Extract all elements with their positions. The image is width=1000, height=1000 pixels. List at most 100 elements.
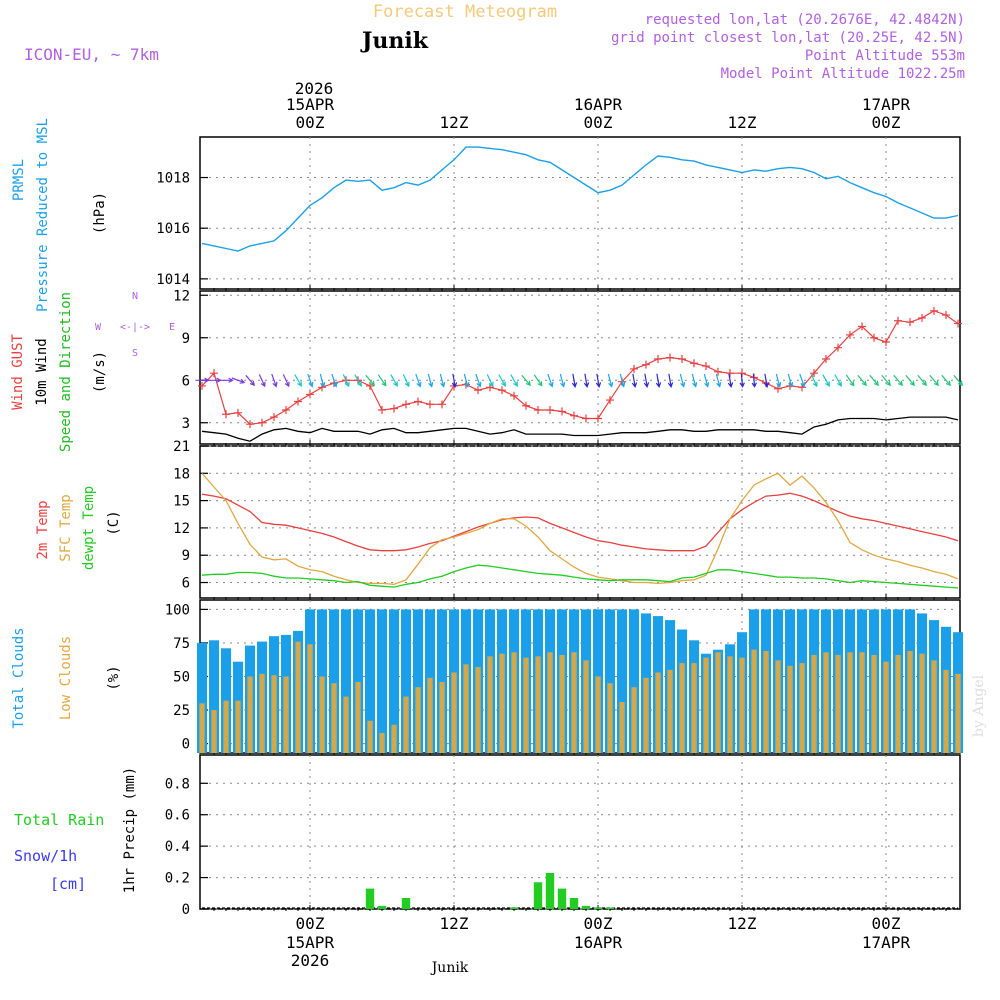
bar-total-clouds	[413, 609, 424, 753]
low-clouds-label: Low Clouds	[58, 636, 74, 720]
bar-low-clouds	[871, 655, 877, 753]
bar-total-clouds	[617, 609, 628, 753]
gust-point	[642, 360, 650, 369]
series-line-wind	[201, 416, 959, 442]
gust-point	[438, 400, 446, 409]
wind-direction-arrow	[869, 374, 880, 387]
bottom-year-label: 2026	[291, 951, 330, 970]
gust-point	[546, 406, 554, 414]
bar-low-clouds	[847, 652, 853, 753]
y-tick-label: 3	[182, 416, 190, 432]
bar-low-clouds	[367, 720, 373, 753]
top-time-label: 12Z	[440, 113, 469, 132]
wind-direction-arrow	[533, 374, 543, 387]
precip-grid	[202, 755, 958, 911]
panel-wind: 3 6 9 12 Wind GUST 10m Wind Speed and Direc…	[10, 288, 964, 452]
panel-wind-frame	[199, 290, 961, 445]
wind-direction-arrow	[365, 374, 376, 387]
wind-direction-arrow	[331, 373, 338, 388]
precip-series	[202, 872, 958, 909]
gust-point	[402, 400, 410, 409]
bar-low-clouds	[199, 703, 205, 753]
wind-direction-arrow	[402, 374, 410, 388]
wind-direction-arrow	[953, 374, 964, 387]
gust-point	[690, 359, 698, 368]
series-line-2m-temp	[201, 492, 959, 552]
bar-total-clouds	[341, 609, 352, 753]
gust-point	[570, 411, 578, 420]
bar-low-clouds	[907, 651, 913, 753]
panel-temp-frame	[199, 445, 961, 599]
bar-rain	[593, 907, 603, 909]
bar-low-clouds	[655, 672, 661, 753]
bar-low-clouds	[631, 687, 637, 753]
chart-title: Forecast Meteogram	[373, 2, 557, 22]
wind-direction-arrow	[231, 377, 246, 384]
bar-low-clouds	[487, 656, 493, 753]
panel-pressure-frame	[199, 136, 961, 290]
bar-low-clouds	[787, 665, 793, 753]
top-date-label: 16APR	[574, 95, 623, 114]
panel-temperature: 6 9 12 15 18 21 2m Temp SFC Temp dewpt Temp (…	[35, 439, 961, 600]
series-line-dewpt-temp	[201, 564, 959, 589]
panel-clouds: 0 25 50 75 100 Total Clouds Low Clouds (%) b…	[11, 599, 987, 755]
wind-direction-arrow	[271, 373, 278, 388]
bar-low-clouds	[427, 677, 433, 753]
top-date-label: 15APR	[286, 95, 335, 114]
gust-point	[498, 386, 506, 395]
gust-point	[678, 355, 686, 363]
wind-direction-arrow	[294, 374, 302, 388]
gust-point	[222, 410, 230, 419]
bar-rain	[605, 907, 615, 909]
top-date-label: 17APR	[862, 95, 911, 114]
bar-low-clouds	[583, 660, 589, 753]
gust-point	[378, 406, 386, 414]
bottom-date-label: 15APR	[286, 933, 335, 952]
bar-total-clouds	[197, 642, 208, 753]
wind-direction-arrow	[715, 373, 722, 388]
model-label: ICON-EU, ~ 7km	[24, 45, 159, 64]
bar-low-clouds	[883, 661, 889, 753]
wind-direction-arrow	[390, 374, 398, 388]
gust-point	[918, 313, 926, 322]
gust-point	[510, 391, 518, 400]
bar-low-clouds	[667, 669, 673, 753]
bar-low-clouds	[331, 683, 337, 753]
wind-direction-arrow	[415, 373, 422, 388]
bar-low-clouds	[919, 653, 925, 753]
y-tick-label: 0.4	[165, 839, 190, 855]
gust-point	[654, 355, 662, 363]
bar-low-clouds	[775, 660, 781, 753]
bar-low-clouds	[403, 696, 409, 753]
wind-direction-arrow	[486, 374, 494, 388]
wind-direction-arrow	[679, 373, 686, 388]
wind-direction-arrow	[917, 374, 928, 387]
bar-total-clouds	[329, 609, 340, 753]
clouds-unit-label: (%)	[106, 665, 122, 690]
bar-total-clouds	[377, 609, 388, 753]
y-tick-label: 9	[182, 331, 190, 347]
wind-direction-arrow	[427, 373, 434, 388]
series-line-prmsl	[201, 146, 959, 252]
bar-low-clouds	[823, 652, 829, 753]
gust-point	[582, 414, 590, 423]
location-title: Junik	[360, 28, 429, 54]
gust-point	[474, 386, 482, 395]
gust-point	[834, 343, 842, 352]
temp-2m-label: 2m Temp	[35, 500, 51, 559]
gust-point	[234, 408, 242, 417]
bar-rain	[365, 888, 375, 909]
wind-direction-arrow	[463, 373, 470, 388]
wind-direction-arrow	[834, 374, 842, 388]
bar-low-clouds	[751, 649, 757, 753]
bar-low-clouds	[643, 677, 649, 753]
wind-direction-arrow	[787, 373, 794, 388]
wind-direction-arrow	[727, 373, 734, 388]
compass-east: E	[169, 322, 175, 333]
y-tick-label: 12	[173, 288, 190, 304]
compass-north: N	[132, 291, 138, 302]
grid-point-coords: grid point closest lon,lat (20.25E, 42.5…	[611, 30, 965, 46]
panel-precip-frame	[199, 754, 961, 910]
